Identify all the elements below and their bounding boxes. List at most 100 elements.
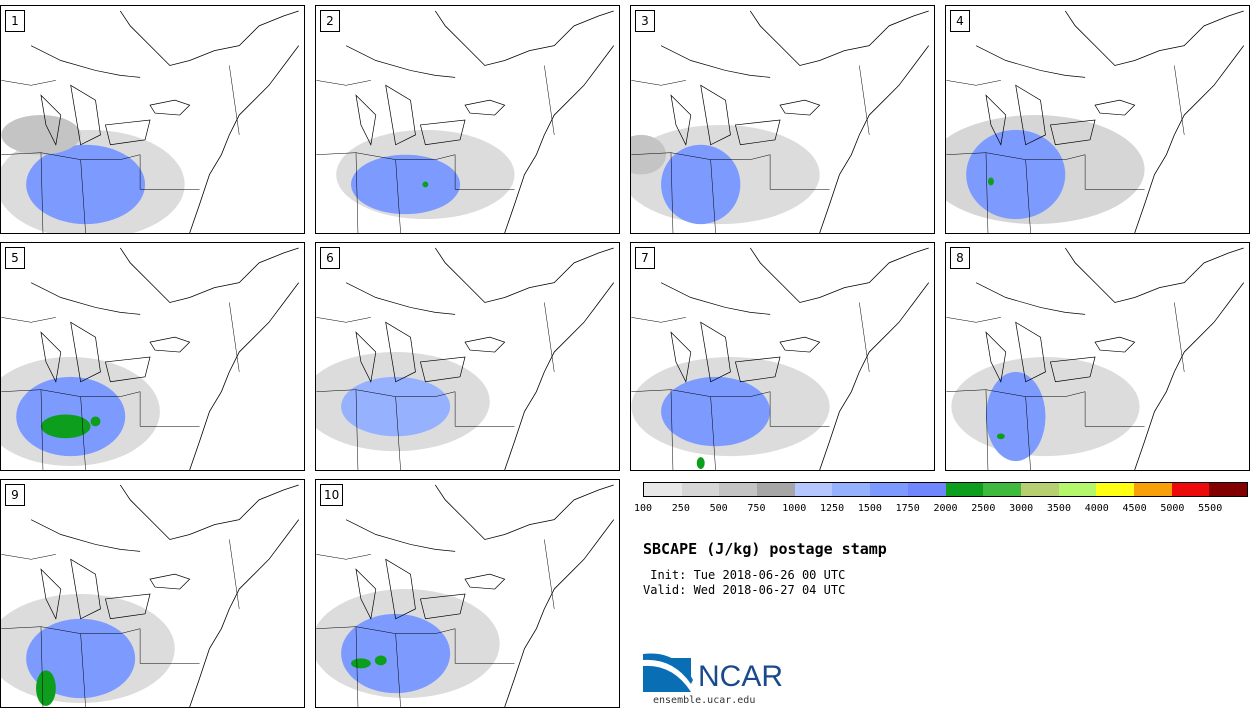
state-borders [631,302,870,470]
member-number: 6 [320,247,340,269]
sbcape-map [946,10,1245,233]
great-lakes [975,282,1136,383]
member-number: 10 [320,484,344,506]
map-panel-5: 5 [0,242,305,471]
state-borders [631,65,870,233]
cape-contour [996,433,1005,440]
coastline [434,10,615,233]
great-lakes [30,282,191,383]
legend-tick-label: 250 [671,503,690,514]
legend-swatch [644,483,682,496]
great-lakes [345,45,506,146]
map-panel-7: 7 [630,242,935,471]
coastline [749,247,930,470]
state-borders [316,539,555,707]
legend-tick-label: 5000 [1160,503,1185,514]
member-number: 7 [635,247,655,269]
sbcape-map [1,484,300,707]
ncar-logo-icon [643,653,693,692]
sbcape-map [631,247,930,470]
cape-contour [966,129,1066,220]
legend-tick-label: 3000 [1009,503,1034,514]
state-borders [316,65,555,233]
map-panel-4: 4 [945,5,1250,234]
legend-tick-labels: 100 250 500 750 1000 1250 1500 1750 2000 2500 3000… [634,503,1248,517]
member-number: 9 [5,484,25,506]
state-borders [946,65,1185,233]
legend-swatch [945,483,984,496]
cape-contour [1,115,81,155]
coastline [749,10,930,233]
legend-swatch [794,483,833,496]
cape-contour [26,144,146,225]
legend-swatch [719,483,758,496]
member-number: 4 [950,10,970,32]
state-borders [1,539,240,707]
great-lakes [30,45,191,146]
legend-swatch [1209,483,1247,496]
coastline [434,247,615,470]
great-lakes [345,519,506,620]
cape-contour [351,658,371,669]
legend-swatch [983,483,1021,496]
coastline [119,10,300,233]
great-lakes [975,45,1136,146]
legend-tick-label: 2500 [971,503,996,514]
init-time: Init: Tue 2018-06-26 00 UTC [643,568,846,582]
great-lakes [660,282,821,383]
legend-swatch [1171,483,1210,496]
legend-tick-label: 2000 [933,503,958,514]
site-url: ensemble.ucar.edu [653,695,756,706]
coastline [1064,10,1245,233]
cape-contour [422,181,429,188]
coastline [434,484,615,707]
sbcape-map [631,10,930,233]
legend-tick-label: 100 [633,503,653,514]
legend-tick-label: 4000 [1084,503,1109,514]
cape-contour [696,457,705,470]
state-borders [1,65,240,233]
cape-contour [40,414,91,439]
map-panel-8: 8 [945,242,1250,471]
legend-swatch [681,483,720,496]
cape-contour [90,416,101,427]
cape-contour [661,144,741,225]
legend-swatch [757,483,795,496]
member-number: 2 [320,10,340,32]
legend-tick-label: 5500 [1198,503,1223,514]
legend-tick-label: 4500 [1122,503,1147,514]
sbcape-map [316,10,615,233]
legend-tick-label: 1250 [820,503,845,514]
legend-swatch [1020,483,1059,496]
great-lakes [660,45,821,146]
great-lakes [345,282,506,383]
init-valid-times: Init: Tue 2018-06-26 00 UTC Valid: Wed 2… [643,568,845,598]
member-number: 5 [5,247,25,269]
cape-contour [661,376,771,447]
state-borders [316,302,555,470]
sbcape-map [1,247,300,470]
great-lakes [30,519,191,620]
cape-contour [985,371,1046,462]
cape-contour [341,376,451,437]
cape-contour [631,134,667,175]
cape-contour [351,154,461,215]
legend-swatch [1096,483,1134,496]
legend-tick-label: 1500 [857,503,882,514]
member-number: 3 [635,10,655,32]
legend-tick-label: 500 [709,503,728,514]
chart-title: SBCAPE (J/kg) postage stamp [643,540,887,558]
map-panel-9: 9 [0,479,305,708]
cape-contour [987,177,994,186]
member-number: 8 [950,247,970,269]
coastline [119,484,300,707]
map-panel-10: 10 [315,479,620,708]
legend-tick-label: 3500 [1046,503,1071,514]
map-panel-6: 6 [315,242,620,471]
legend-swatch [1058,483,1097,496]
map-panel-2: 2 [315,5,620,234]
coastline [1064,247,1245,470]
map-panel-3: 3 [630,5,935,234]
color-legend [643,482,1248,497]
legend-tick-label: 1750 [895,503,920,514]
